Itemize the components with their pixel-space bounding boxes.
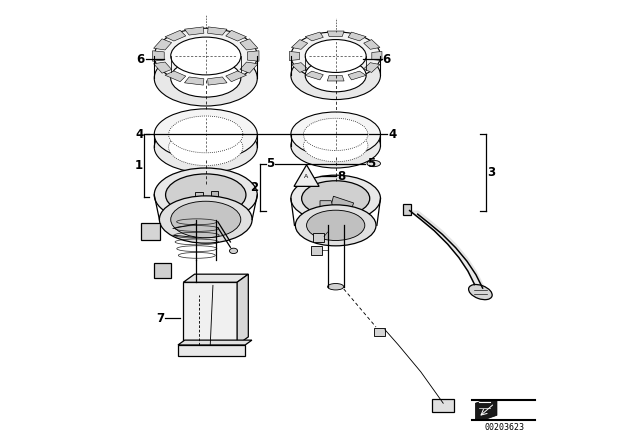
Ellipse shape [303, 129, 368, 162]
Polygon shape [291, 63, 308, 73]
Polygon shape [178, 340, 252, 345]
Ellipse shape [171, 59, 241, 97]
Ellipse shape [171, 201, 241, 238]
Polygon shape [348, 32, 366, 41]
Ellipse shape [305, 59, 366, 92]
Polygon shape [348, 71, 366, 80]
Text: 1: 1 [134, 159, 143, 172]
Ellipse shape [154, 168, 257, 222]
Polygon shape [226, 71, 246, 82]
Polygon shape [165, 71, 186, 82]
Polygon shape [237, 274, 248, 345]
Polygon shape [240, 39, 258, 50]
Polygon shape [184, 77, 204, 85]
Text: 6: 6 [137, 52, 145, 66]
Polygon shape [289, 52, 300, 60]
Ellipse shape [154, 109, 257, 160]
Text: 5: 5 [367, 157, 376, 170]
FancyBboxPatch shape [374, 328, 385, 336]
FancyBboxPatch shape [432, 399, 454, 412]
Polygon shape [364, 63, 380, 73]
Text: 5: 5 [266, 157, 274, 170]
FancyBboxPatch shape [314, 233, 324, 242]
FancyBboxPatch shape [141, 223, 159, 240]
FancyBboxPatch shape [403, 204, 412, 215]
Ellipse shape [171, 37, 241, 75]
Polygon shape [305, 71, 323, 80]
Polygon shape [291, 39, 308, 49]
Ellipse shape [468, 284, 492, 300]
Ellipse shape [291, 123, 380, 168]
Text: 7: 7 [156, 311, 164, 325]
Polygon shape [183, 282, 237, 345]
Polygon shape [327, 76, 344, 81]
Polygon shape [226, 30, 246, 41]
FancyBboxPatch shape [211, 191, 218, 200]
Ellipse shape [328, 284, 344, 290]
Text: A: A [305, 174, 308, 180]
Ellipse shape [367, 160, 380, 167]
Ellipse shape [154, 121, 257, 172]
Text: 00203623: 00203623 [484, 423, 525, 432]
FancyBboxPatch shape [312, 246, 323, 255]
Text: 4: 4 [388, 128, 397, 141]
Ellipse shape [291, 32, 380, 80]
Ellipse shape [230, 248, 237, 254]
Text: 3: 3 [487, 166, 495, 179]
Polygon shape [247, 51, 259, 61]
FancyBboxPatch shape [195, 192, 203, 202]
Ellipse shape [307, 210, 365, 241]
Polygon shape [327, 31, 344, 36]
Polygon shape [183, 274, 248, 282]
Text: 8: 8 [337, 169, 346, 183]
Text: 4: 4 [136, 128, 144, 141]
Ellipse shape [291, 51, 380, 99]
Text: 2: 2 [250, 181, 259, 194]
Polygon shape [320, 201, 333, 210]
Polygon shape [165, 30, 186, 41]
Text: 6: 6 [382, 52, 390, 66]
Ellipse shape [303, 118, 368, 151]
Polygon shape [154, 39, 172, 50]
Polygon shape [152, 51, 164, 61]
Polygon shape [364, 39, 380, 49]
Polygon shape [207, 77, 227, 85]
Ellipse shape [291, 112, 380, 157]
Polygon shape [476, 400, 497, 419]
Polygon shape [294, 165, 319, 186]
FancyBboxPatch shape [154, 263, 172, 278]
Polygon shape [305, 32, 323, 41]
Polygon shape [332, 196, 354, 210]
Ellipse shape [305, 39, 366, 73]
Polygon shape [178, 345, 245, 356]
Ellipse shape [295, 205, 376, 246]
Ellipse shape [291, 175, 380, 222]
Ellipse shape [169, 129, 243, 166]
Ellipse shape [154, 51, 257, 106]
Ellipse shape [166, 174, 246, 216]
Ellipse shape [301, 181, 370, 216]
Polygon shape [184, 27, 204, 35]
FancyBboxPatch shape [204, 196, 210, 204]
Polygon shape [207, 27, 227, 35]
Polygon shape [240, 62, 258, 73]
Polygon shape [372, 52, 382, 60]
Ellipse shape [169, 116, 243, 153]
Ellipse shape [159, 196, 252, 243]
Polygon shape [154, 62, 172, 73]
Ellipse shape [154, 28, 257, 84]
